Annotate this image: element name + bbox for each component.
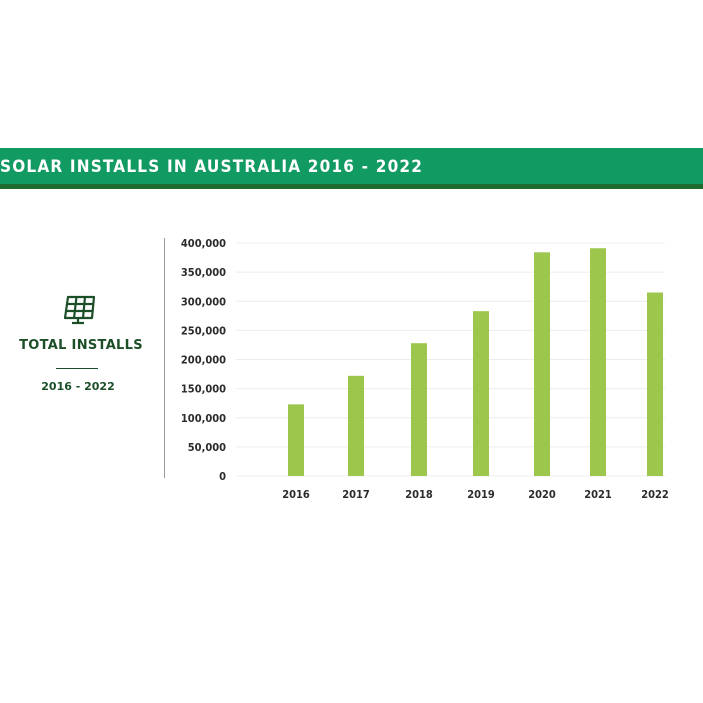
y-tick-label: 200,000 [181, 354, 226, 367]
y-tick-label: 50,000 [188, 441, 226, 454]
title-banner-underline [0, 184, 703, 189]
total-installs-label: TOTAL INSTALLS [19, 338, 143, 353]
bar-2017 [348, 375, 364, 476]
solar-panel-icon [63, 295, 96, 325]
y-axis-tick-labels: 0 50,000 100,000 150,000 200,000 250,000 300,0… [181, 237, 226, 483]
x-tick-label-2022: 2022 [641, 488, 669, 501]
y-tick-label: 350,000 [181, 266, 226, 279]
y-tick-label: 250,000 [181, 324, 226, 337]
bar-2018 [411, 343, 427, 476]
x-tick-label-2019: 2019 [467, 488, 495, 501]
bar-2019 [473, 311, 489, 476]
x-tick-label-2018: 2018 [405, 488, 433, 501]
bar-chart: 0 50,000 100,000 150,000 200,000 250,000 300,0… [181, 237, 669, 501]
x-tick-label-2021: 2021 [584, 488, 612, 501]
y-tick-label: 400,000 [181, 237, 226, 250]
y-tick-label: 0 [219, 470, 226, 483]
bar-2016 [288, 404, 304, 476]
x-tick-label-2016: 2016 [282, 488, 310, 501]
panel-divider-rule [56, 368, 98, 369]
title-banner [0, 148, 703, 184]
y-tick-label: 300,000 [181, 295, 226, 308]
bar-2020 [534, 252, 550, 476]
page-title: SOLAR INSTALLS IN AUSTRALIA 2016 - 2022 [0, 157, 424, 177]
x-axis-tick-labels: 2016 2017 2018 2019 2020 2021 2022 [282, 488, 669, 501]
bar-2022 [647, 292, 663, 476]
x-tick-label-2017: 2017 [342, 488, 370, 501]
x-tick-label-2020: 2020 [528, 488, 556, 501]
y-tick-label: 150,000 [181, 383, 226, 396]
bars [288, 248, 663, 476]
y-tick-label: 100,000 [181, 412, 226, 425]
bar-2021 [590, 248, 606, 476]
year-range-label: 2016 - 2022 [41, 380, 115, 393]
vertical-divider [164, 238, 165, 478]
